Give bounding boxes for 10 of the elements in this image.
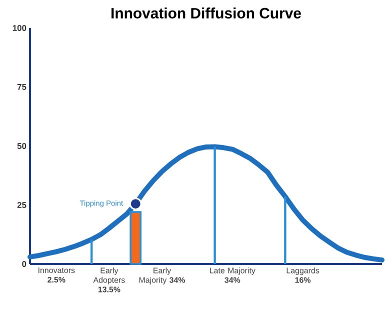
y-tick-label: 100 — [12, 25, 26, 31]
bar — [90, 239, 93, 264]
y-tick-label: 50 — [17, 143, 26, 149]
chart-title: Innovation Diffusion Curve — [112, 8, 301, 18]
bar — [130, 211, 142, 265]
y-tick-label: 25 — [17, 202, 26, 208]
bar — [284, 196, 286, 264]
y-tick-label: 75 — [17, 84, 26, 90]
bar — [214, 146, 216, 264]
y-tick-label: 0 — [22, 261, 26, 267]
